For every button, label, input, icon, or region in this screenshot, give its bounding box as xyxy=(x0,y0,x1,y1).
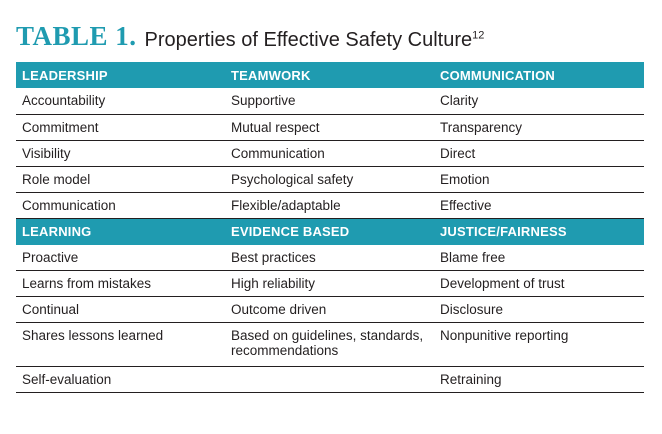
table-cell: Learns from mistakes xyxy=(16,270,225,297)
column-header: JUSTICE/FAIRNESS xyxy=(434,218,644,245)
table-cell: Visibility xyxy=(16,140,225,167)
table-container: TABLE 1. Properties of Effective Safety … xyxy=(16,10,644,393)
table-cell: Nonpunitive reporting xyxy=(434,322,644,367)
reference-superscript: 12 xyxy=(472,29,485,42)
table-caption: TABLE 1. Properties of Effective Safety … xyxy=(16,10,644,52)
table-cell: Clarity xyxy=(434,88,644,115)
column-header: LEADERSHIP xyxy=(16,62,225,88)
table-row: Visibility Communication Direct xyxy=(16,140,644,167)
table-cell: High reliability xyxy=(225,270,434,297)
table-title: Properties of Effective Safety Culture12 xyxy=(145,29,485,52)
column-header: COMMUNICATION xyxy=(434,62,644,88)
table-row: Self-evaluation Retraining xyxy=(16,366,644,393)
table-cell: Self-evaluation xyxy=(16,366,225,393)
table-row: Continual Outcome driven Disclosure xyxy=(16,296,644,323)
table-cell: Transparency xyxy=(434,114,644,141)
table-cell: Direct xyxy=(434,140,644,167)
table-cell: Continual xyxy=(16,296,225,323)
section-header-row: LEADERSHIP TEAMWORK COMMUNICATION xyxy=(16,62,644,88)
table-row: Shares lessons learned Based on guidelin… xyxy=(16,322,644,367)
table-cell: Shares lessons learned xyxy=(16,322,225,367)
column-header: EVIDENCE BASED xyxy=(225,218,434,245)
table-row: Accountability Supportive Clarity xyxy=(16,88,644,115)
table-row: Commitment Mutual respect Transparency xyxy=(16,114,644,141)
table-cell xyxy=(225,366,434,393)
table-cell: Communication xyxy=(225,140,434,167)
table-row: Communication Flexible/adaptable Effecti… xyxy=(16,192,644,219)
table-cell: Blame free xyxy=(434,244,644,271)
table-cell: Development of trust xyxy=(434,270,644,297)
table-cell: Flexible/adaptable xyxy=(225,192,434,219)
table-number: TABLE 1. xyxy=(16,21,137,51)
table-cell: Supportive xyxy=(225,88,434,115)
table-row: Role model Psychological safety Emotion xyxy=(16,166,644,193)
table-cell: Mutual respect xyxy=(225,114,434,141)
table-cell: Based on guidelines, standards, recommen… xyxy=(225,322,434,367)
table-cell: Disclosure xyxy=(434,296,644,323)
table-row: Proactive Best practices Blame free xyxy=(16,244,644,271)
section-header-row: LEARNING EVIDENCE BASED JUSTICE/FAIRNESS xyxy=(16,218,644,245)
table-cell: Best practices xyxy=(225,244,434,271)
table-cell: Outcome driven xyxy=(225,296,434,323)
safety-culture-table: LEADERSHIP TEAMWORK COMMUNICATION Accoun… xyxy=(16,62,644,393)
table-cell: Emotion xyxy=(434,166,644,193)
table-cell: Psychological safety xyxy=(225,166,434,193)
table-cell: Communication xyxy=(16,192,225,219)
column-header: LEARNING xyxy=(16,218,225,245)
table-cell: Retraining xyxy=(434,366,644,393)
table-cell: Accountability xyxy=(16,88,225,115)
table-cell: Proactive xyxy=(16,244,225,271)
column-header: TEAMWORK xyxy=(225,62,434,88)
table-row: Learns from mistakes High reliability De… xyxy=(16,270,644,297)
table-cell: Commitment xyxy=(16,114,225,141)
table-cell: Role model xyxy=(16,166,225,193)
table-title-text: Properties of Effective Safety Culture xyxy=(144,29,473,51)
table-cell: Effective xyxy=(434,192,644,219)
